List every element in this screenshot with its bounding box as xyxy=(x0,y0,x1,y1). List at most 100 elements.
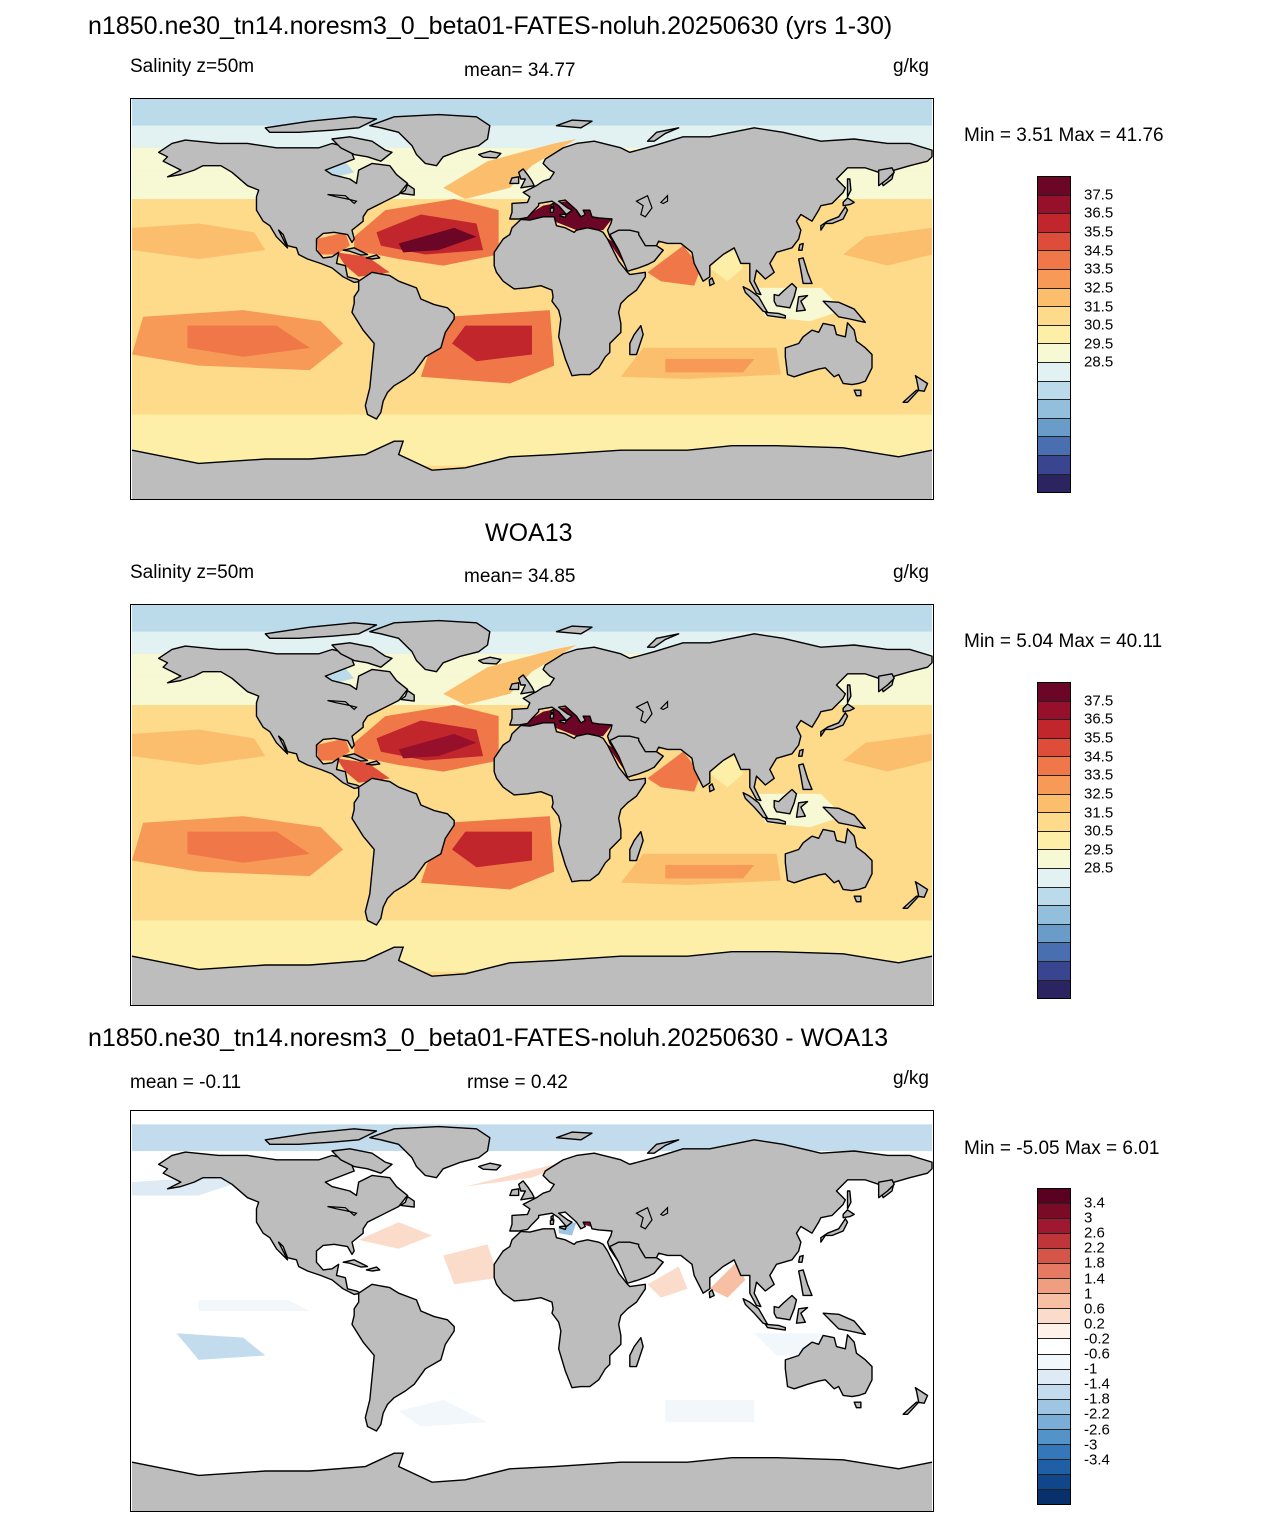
salinity-region xyxy=(709,250,744,282)
colorbar-segment xyxy=(1038,813,1070,832)
land-uk xyxy=(517,674,535,695)
land-madagascar xyxy=(629,1336,644,1368)
panel1-minmax: Min = 3.51 Max = 41.76 xyxy=(964,125,1164,146)
colorbar-segment xyxy=(1038,1219,1070,1235)
difference-region xyxy=(709,1262,746,1298)
colorbar-segment xyxy=(1038,1474,1070,1490)
land-ireland xyxy=(509,176,520,185)
lake-outline xyxy=(659,1206,669,1217)
land-africa xyxy=(493,216,647,377)
land-northAmerica xyxy=(157,1151,409,1296)
panel3-units: g/kg xyxy=(893,1068,929,1089)
salinity-region xyxy=(132,223,266,259)
colorbar-tick-label: 36.5 xyxy=(1084,204,1114,222)
colorbar-segment xyxy=(1038,757,1070,776)
colorbar-segment xyxy=(1038,1189,1070,1205)
land-borneo xyxy=(773,282,798,309)
lake-outline xyxy=(327,193,358,205)
panel3-rmse: rmse = 0.42 xyxy=(467,1072,568,1093)
colorbar-tick-label: 0.6 xyxy=(1084,1300,1105,1318)
colorbar-segment xyxy=(1038,831,1070,851)
difference-region xyxy=(358,1222,432,1249)
panel1-label: Salinity z=50m xyxy=(130,56,255,77)
difference-region xyxy=(398,1399,488,1427)
land-uk xyxy=(517,1180,535,1201)
colorbar-tick-label: 2.6 xyxy=(1084,1224,1105,1242)
salinity-region xyxy=(443,645,577,705)
land-eurasia xyxy=(509,127,933,296)
land-iceland xyxy=(477,150,502,159)
colorbar-segment xyxy=(1038,1489,1070,1504)
colorbar-segment xyxy=(1038,1444,1070,1460)
land-sardinia xyxy=(549,1219,555,1226)
lake-outline xyxy=(635,1206,653,1230)
salinity-region xyxy=(398,733,477,759)
land-baffin xyxy=(331,642,393,668)
colorbar-tick-label: 1 xyxy=(1084,1285,1093,1303)
colorbar-tick-label: 37.5 xyxy=(1084,186,1114,204)
colorbar-tick-label: 31.5 xyxy=(1084,298,1114,316)
colorbar-segment xyxy=(1038,251,1070,270)
salinity-region xyxy=(443,139,577,199)
salinity-region xyxy=(665,359,755,373)
colorbar-tick-label: 29.5 xyxy=(1084,841,1114,859)
colorbar-segment xyxy=(1038,720,1070,739)
land-tasmania xyxy=(853,895,862,903)
salinity-region xyxy=(452,831,532,868)
land-newGuinea xyxy=(822,300,867,324)
land-corsica xyxy=(550,1214,554,1220)
land-arabiaGap xyxy=(609,735,664,778)
land-novaya xyxy=(646,127,680,142)
panel2-units: g/kg xyxy=(893,562,929,583)
colorbar-tick-label: 30.5 xyxy=(1084,822,1114,840)
colorbar-tick-label: 1.8 xyxy=(1084,1254,1105,1272)
land-southAmerica xyxy=(351,1283,455,1432)
land-hokkaido xyxy=(842,197,855,207)
land-northAmerica xyxy=(157,645,409,790)
land-sulawesi xyxy=(795,800,809,818)
land-australia xyxy=(784,1334,873,1398)
salinity-region xyxy=(709,756,744,788)
colorbar-tick-label: 0.2 xyxy=(1084,1315,1105,1333)
difference-region xyxy=(132,1124,932,1151)
panel2-minmax: Min = 5.04 Max = 40.11 xyxy=(964,631,1163,652)
colorbar-segment xyxy=(1038,1339,1070,1355)
panel1-mean: mean= 34.77 xyxy=(464,60,576,81)
land-taiwan xyxy=(797,1254,804,1263)
salinity-region xyxy=(665,865,755,879)
lake-outline xyxy=(659,194,669,205)
colorbar-segment xyxy=(1038,400,1070,419)
colorbar-segment xyxy=(1038,195,1070,215)
land-hispaniola xyxy=(365,760,381,766)
colorbar-tick-label: 35.5 xyxy=(1084,729,1114,747)
land-newfoundland xyxy=(400,183,415,196)
land-northAmerica xyxy=(157,139,409,284)
land-borneo xyxy=(773,788,798,815)
colorbar-segment xyxy=(1038,1249,1070,1265)
salinity-region xyxy=(452,325,532,362)
panel2-title: WOA13 xyxy=(485,519,573,547)
land-africa xyxy=(493,722,647,883)
antarctic-coastline xyxy=(131,440,933,471)
colorbar-tick-label: 36.5 xyxy=(1084,710,1114,728)
colorbar-tick-label: 32.5 xyxy=(1084,279,1114,297)
land-kamchatka xyxy=(877,673,895,693)
panel2-label: Salinity z=50m xyxy=(130,562,255,583)
land-arcticIsl xyxy=(264,1128,378,1146)
colorbar-segment xyxy=(1038,1459,1070,1475)
land-kamchatka xyxy=(877,167,895,187)
land-sakhalin xyxy=(846,684,852,704)
land-australia xyxy=(784,322,873,386)
salinity-region xyxy=(132,605,932,632)
salinity-region xyxy=(398,227,477,253)
lake-outline xyxy=(327,699,358,711)
land-cuba xyxy=(342,1259,369,1268)
land-arabiaGap xyxy=(609,1241,664,1284)
land-arcticIsl xyxy=(264,116,378,134)
panel3-title: n1850.ne30_tn14.noresm3_0_beta01-FATES-n… xyxy=(88,1024,889,1052)
land-tasmania xyxy=(853,1401,862,1409)
land-newfoundland xyxy=(400,1195,415,1208)
colorbar-segment xyxy=(1038,924,1070,944)
colorbar-segment xyxy=(1038,1399,1070,1415)
colorbar-tick-label: -1.4 xyxy=(1084,1375,1110,1393)
